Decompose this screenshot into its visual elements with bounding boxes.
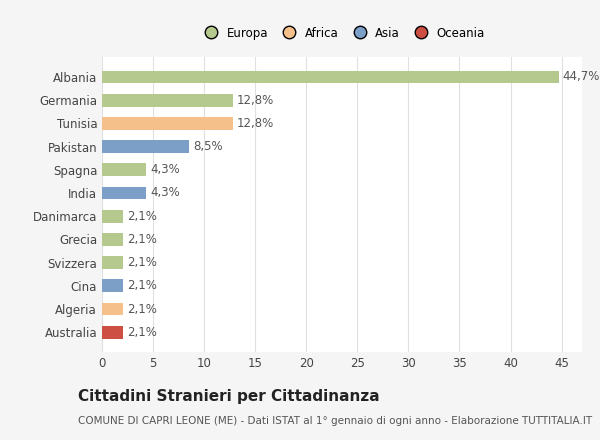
Text: 2,1%: 2,1% xyxy=(128,279,157,292)
Bar xyxy=(102,94,233,106)
Text: 44,7%: 44,7% xyxy=(563,70,600,84)
Bar xyxy=(102,140,189,153)
Bar xyxy=(102,117,233,130)
Text: 8,5%: 8,5% xyxy=(193,140,223,153)
Text: 2,1%: 2,1% xyxy=(128,326,157,339)
Text: COMUNE DI CAPRI LEONE (ME) - Dati ISTAT al 1° gennaio di ogni anno - Elaborazion: COMUNE DI CAPRI LEONE (ME) - Dati ISTAT … xyxy=(78,416,592,426)
Bar xyxy=(102,233,124,246)
Bar xyxy=(102,163,146,176)
Legend: Europa, Africa, Asia, Oceania: Europa, Africa, Asia, Oceania xyxy=(194,22,490,44)
Bar xyxy=(102,187,146,199)
Bar xyxy=(102,303,124,315)
Bar xyxy=(102,256,124,269)
Text: 4,3%: 4,3% xyxy=(150,187,180,199)
Text: 12,8%: 12,8% xyxy=(237,94,274,106)
Bar xyxy=(102,326,124,339)
Text: 2,1%: 2,1% xyxy=(128,210,157,223)
Text: 12,8%: 12,8% xyxy=(237,117,274,130)
Text: 2,1%: 2,1% xyxy=(128,303,157,315)
Text: 4,3%: 4,3% xyxy=(150,163,180,176)
Text: 2,1%: 2,1% xyxy=(128,233,157,246)
Text: Cittadini Stranieri per Cittadinanza: Cittadini Stranieri per Cittadinanza xyxy=(78,389,380,404)
Bar xyxy=(102,279,124,292)
Bar xyxy=(102,70,559,83)
Bar xyxy=(102,210,124,223)
Text: 2,1%: 2,1% xyxy=(128,256,157,269)
